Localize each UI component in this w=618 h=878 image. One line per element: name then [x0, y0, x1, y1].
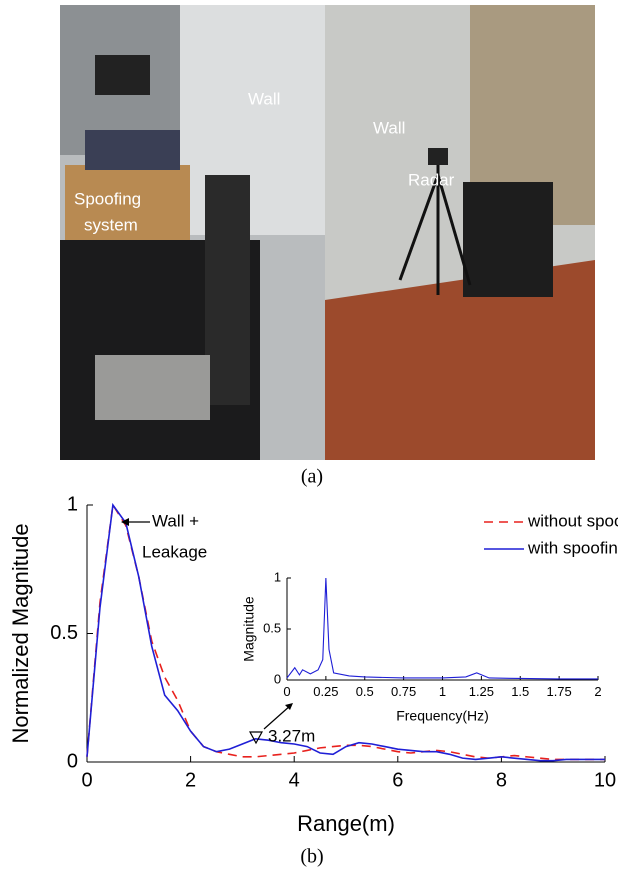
tripod — [436, 174, 472, 286]
x-axis-label: Range(m) — [297, 811, 395, 836]
photo: Wall Wall Radar Spoofing system — [60, 5, 595, 460]
arrowhead — [121, 518, 129, 526]
x-tick-label: 10 — [594, 769, 616, 791]
wall-left — [180, 5, 325, 235]
x-tick-label: 1 — [439, 684, 446, 699]
photo-label: Radar — [408, 170, 455, 189]
y-tick-label: 0 — [274, 671, 281, 686]
radar-device — [428, 148, 448, 165]
y-tick-label: 0.5 — [50, 622, 78, 644]
arrow — [263, 704, 292, 730]
legend-label: without spoofing system — [527, 511, 618, 530]
cart-right — [463, 182, 553, 297]
x-tick-label: 8 — [496, 769, 507, 791]
tripod — [398, 174, 440, 281]
photo-label: system — [84, 215, 138, 234]
annotation: 3.27m — [268, 726, 315, 745]
x-tick-label: 4 — [289, 769, 300, 791]
y-tick-label: 0 — [67, 750, 78, 772]
marker — [248, 731, 264, 745]
annotation: Wall + — [152, 511, 199, 530]
x-tick-label: 6 — [392, 769, 403, 791]
x-tick-label: 0 — [81, 769, 92, 791]
x-tick-label: 1.5 — [511, 684, 529, 699]
x-tick-label: 1.25 — [469, 684, 494, 699]
y-tick-label: 1 — [274, 569, 281, 584]
device — [85, 130, 180, 170]
caption: (a) — [301, 466, 323, 488]
absorber — [205, 175, 250, 405]
plot-area — [287, 578, 598, 680]
arrowhead — [285, 703, 293, 710]
instrument — [95, 355, 210, 420]
x-tick-label: 0.25 — [313, 684, 338, 699]
brick-floor — [325, 260, 595, 460]
y-axis-label: Normalized Magnitude — [8, 523, 33, 743]
photo-label: Wall — [373, 118, 405, 137]
data-line — [286, 577, 598, 680]
x-tick-label: 0.75 — [391, 684, 416, 699]
x-tick-label: 2 — [594, 684, 601, 699]
data-line — [86, 502, 605, 762]
x-tick-label: 1.75 — [546, 684, 571, 699]
x-tick-label: 0.5 — [356, 684, 374, 699]
annotation: Leakage — [142, 542, 207, 561]
x-tick-label: 2 — [185, 769, 196, 791]
x-axis-label: Frequency(Hz) — [396, 708, 489, 724]
box — [65, 165, 190, 240]
legend-label: with spoofing system — [527, 538, 618, 557]
photo-label: Spoofing — [74, 189, 141, 208]
y-tick-label: 1 — [67, 493, 78, 515]
photo-label: Wall — [248, 89, 280, 108]
monitor — [95, 55, 150, 95]
caption: (b) — [300, 846, 323, 868]
x-tick-label: 0 — [283, 684, 290, 699]
y-axis-label: Magnitude — [241, 596, 257, 662]
data-line — [86, 502, 605, 761]
y-tick-label: 0.5 — [263, 620, 281, 635]
